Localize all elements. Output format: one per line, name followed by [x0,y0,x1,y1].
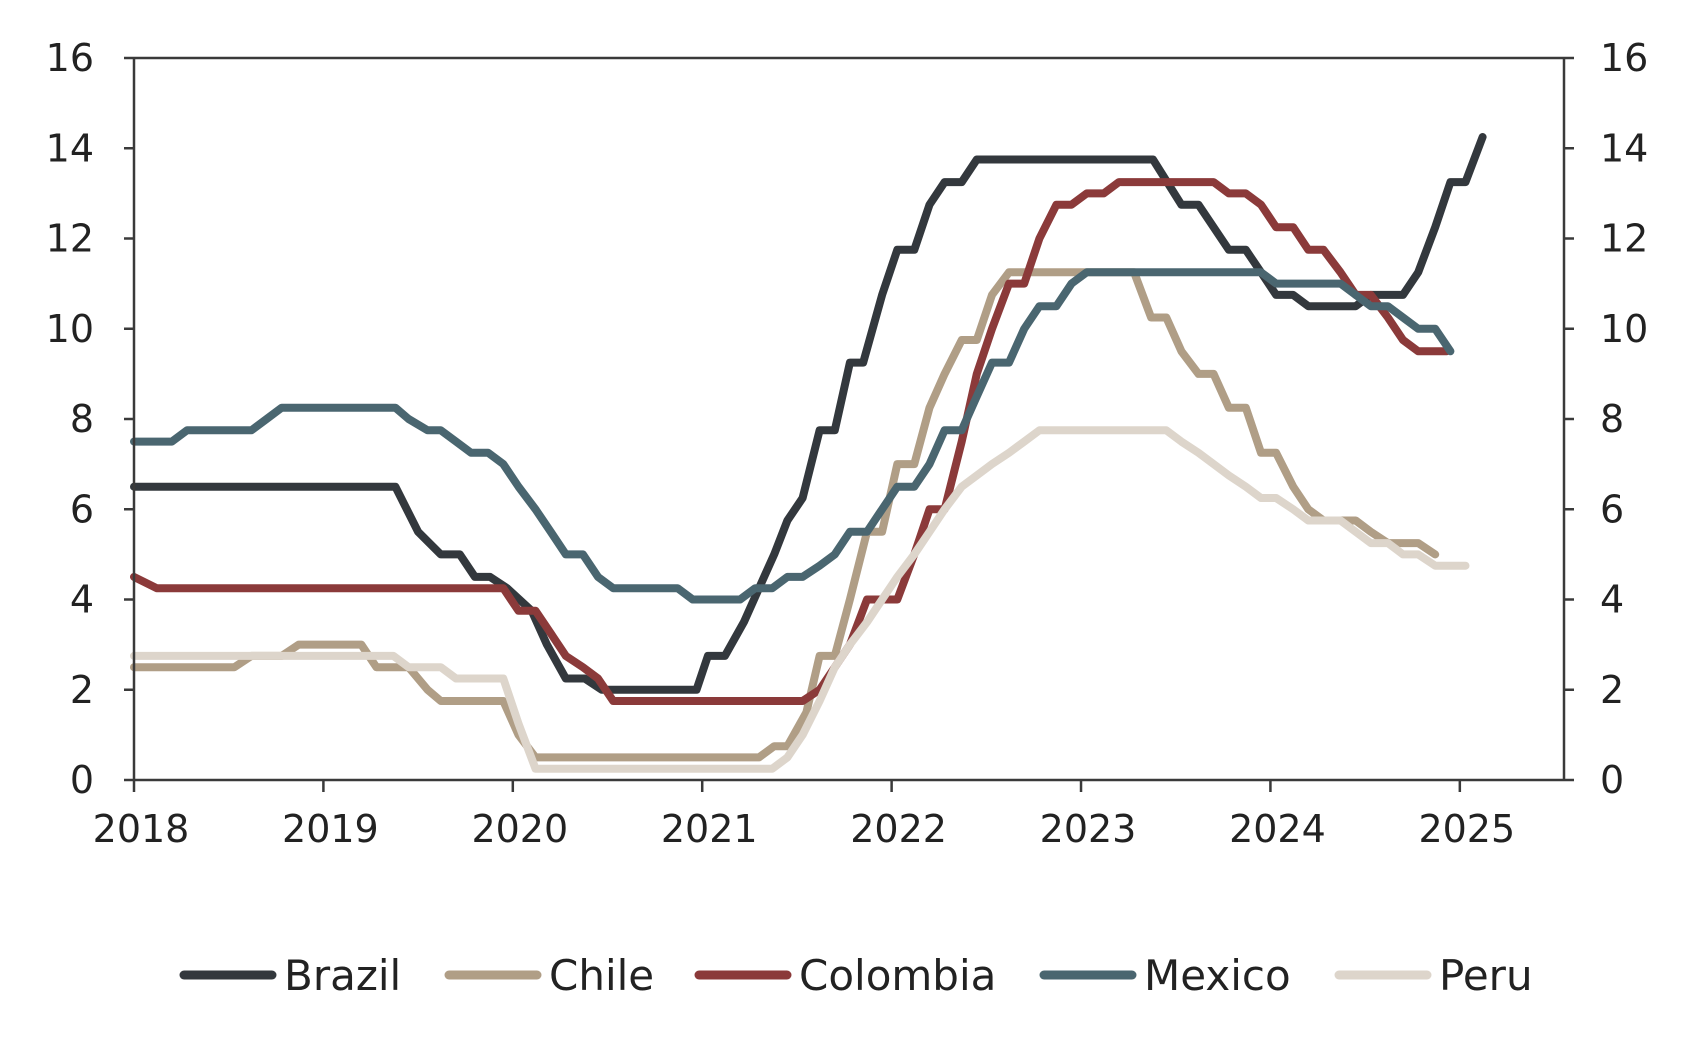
x-tick-label: 2022 [850,807,947,851]
series-line-colombia [130,178,1451,705]
x-tick-label: 2020 [471,807,568,851]
legend-label-mexico: Mexico [1144,951,1291,1000]
y-tick-label-left: 8 [70,397,94,441]
legend-label-chile: Chile [549,951,654,1000]
legend: Brazil Chile Colombia Mexico Peru [179,951,1533,1000]
y-tick-label-right: 0 [1600,758,1624,802]
y-tick-label-right: 4 [1600,578,1624,622]
y-tick-label-left: 10 [46,307,94,351]
y-tick-label-right: 10 [1600,307,1648,351]
y-tick-label-left: 4 [70,578,94,622]
y-tick-label-left: 14 [46,126,94,170]
series-layer [130,133,1487,773]
x-tick-label: 2023 [1040,807,1137,851]
series-line-chile [130,268,1440,762]
y-tick-label-right: 2 [1600,668,1624,712]
legend-label-colombia: Colombia [799,951,996,1000]
y-tick-label-left: 2 [70,668,94,712]
legend-label-brazil: Brazil [284,951,401,1000]
y-tick-label-right: 12 [1600,217,1648,261]
series-line-mexico [130,268,1455,604]
series-line-brazil [130,133,1487,694]
series-line-peru [130,426,1470,773]
x-tick-label: 2024 [1229,807,1326,851]
y-tick-label-left: 6 [70,487,94,531]
y-tick-label-right: 8 [1600,397,1624,441]
ticks-layer: 0 2 4 6 8 10 12 14 16 0 2 4 6 8 10 12 14 16 2018 2019 2020 20… [46,36,1649,851]
axes-layer [132,56,1566,782]
x-tick-label: 2025 [1418,807,1515,851]
y-tick-label-right: 14 [1600,126,1648,170]
legend-label-peru: Peru [1439,951,1533,1000]
y-tick-label-left: 16 [46,36,94,80]
x-tick-label: 2021 [661,807,758,851]
y-tick-label-right: 16 [1600,36,1648,80]
y-tick-label-right: 6 [1600,487,1624,531]
y-tick-label-left: 12 [46,217,94,261]
x-tick-label: 2019 [282,807,379,851]
y-tick-label-left: 0 [70,758,94,802]
x-tick-label: 2018 [93,807,190,851]
